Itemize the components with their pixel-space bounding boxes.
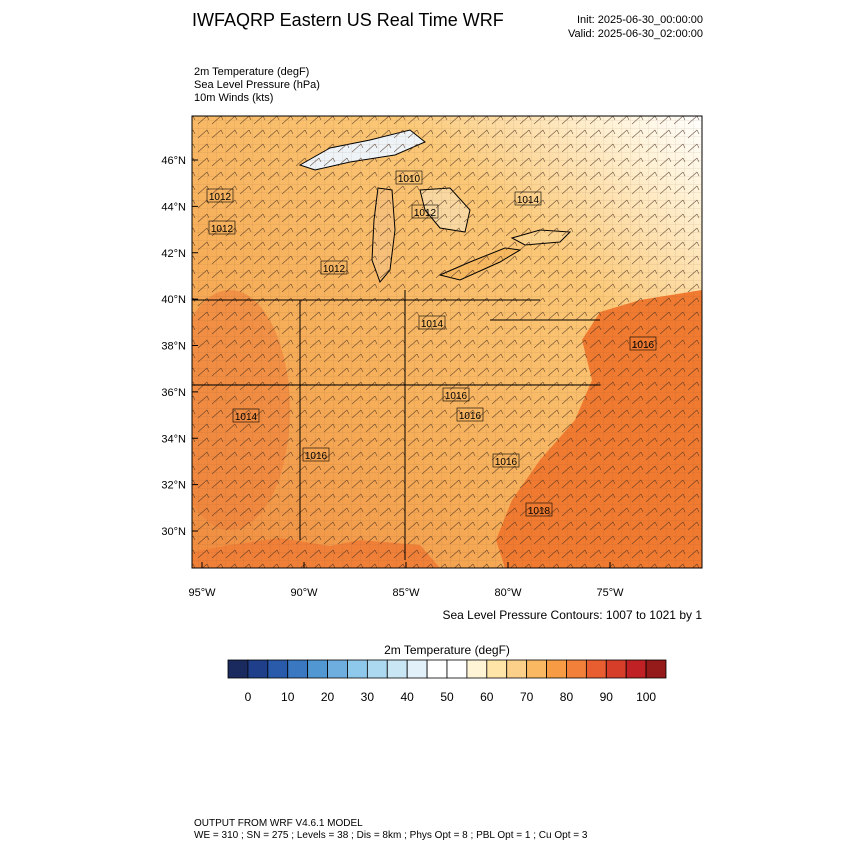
- contour-label: 1014: [421, 319, 444, 330]
- field-label: 2m Temperature (degF): [194, 66, 309, 78]
- map-axes: 30°N 32°N 34°N 36°N 38°N 40°N 42°N 44°N 46°N 95°W…: [161, 155, 624, 599]
- contour-label-box: [411, 204, 439, 219]
- init-time: Init: 2025-06-30_00:00:00: [577, 14, 703, 26]
- contour-label: 1018: [528, 506, 551, 517]
- lat-tick-label: 32°N: [161, 480, 186, 492]
- title: IWFAQRP Eastern US Real Time WRF: [192, 10, 504, 30]
- colorbar-tick-label: 90: [600, 690, 614, 704]
- colorbar-swatch: [506, 659, 528, 679]
- lat-tick-label: 36°N: [161, 387, 186, 399]
- contour-label: 1014: [517, 195, 540, 206]
- colorbar-swatch: [466, 659, 488, 679]
- contour-label: 1012: [209, 192, 232, 203]
- colorbar-tick-label: 30: [361, 690, 375, 704]
- colorbar-tick-label: 100: [636, 690, 656, 704]
- map-frame: [191, 115, 703, 569]
- colorbar-swatch: [406, 659, 428, 679]
- contour-label-box: [232, 408, 260, 423]
- contour-label: 1010: [398, 174, 421, 185]
- colorbar-tick-label: 50: [440, 690, 454, 704]
- contour-label-box: [456, 407, 484, 422]
- colorbar-swatch: [486, 659, 508, 679]
- colorbar-tick-label: 10: [281, 690, 295, 704]
- contour-label: 1012: [323, 264, 346, 275]
- state-lines: [192, 290, 600, 560]
- contour-label-box: [525, 502, 553, 517]
- colorbar-swatch: [347, 659, 368, 679]
- colorbar-swatch: [645, 659, 667, 679]
- footer-line: OUTPUT FROM WRF V4.6.1 MODEL: [194, 818, 363, 829]
- colorbar-swatch: [247, 659, 269, 679]
- contour-label-box: [418, 315, 446, 330]
- contour-label: 1016: [445, 391, 468, 402]
- colorbar-swatch: [605, 659, 627, 679]
- contour-label-box: [395, 170, 423, 185]
- contour-labels: 1012 1012 1012 1010 1012 1014 1014 1016 1016 1014…: [206, 170, 657, 517]
- colorbar-swatch: [566, 659, 587, 679]
- colorbar-swatch: [327, 659, 348, 679]
- contour-label-box: [320, 260, 348, 275]
- colorbar-swatch: [585, 659, 607, 679]
- colorbar-swatch: [546, 659, 567, 679]
- colorbar: 0 10 20 30 40 50 60 70 80 90 100: [227, 659, 667, 704]
- footer-line: WE = 310 ; SN = 275 ; Levels = 38 ; Dis …: [194, 830, 588, 841]
- contour-label: 1016: [632, 340, 655, 351]
- lon-tick-label: 85°W: [392, 587, 420, 599]
- contour-label-box: [514, 191, 542, 206]
- colorbar-swatch: [287, 659, 309, 679]
- lat-tick-label: 34°N: [161, 433, 186, 445]
- lat-tick-label: 38°N: [161, 341, 186, 353]
- lon-tick-label: 75°W: [596, 587, 624, 599]
- contour-label-box: [208, 220, 236, 235]
- contour-label: 1012: [211, 224, 234, 235]
- contour-label: 1016: [305, 451, 328, 462]
- colorbar-swatch: [526, 659, 547, 679]
- contour-label-box: [206, 188, 234, 203]
- colorbar-tick-label: 60: [480, 690, 494, 704]
- field-label: 10m Winds (kts): [194, 92, 273, 104]
- colorbar-swatch: [307, 659, 328, 679]
- colorbar-tick-label: 0: [245, 690, 252, 704]
- lon-tick-label: 95°W: [188, 587, 216, 599]
- colorbar-swatch: [386, 659, 408, 679]
- lat-tick-label: 46°N: [161, 155, 186, 167]
- colorbar-swatch: [267, 659, 289, 679]
- colorbar-tick-label: 40: [401, 690, 415, 704]
- lat-tick-label: 40°N: [161, 294, 186, 306]
- colorbar-swatch: [366, 659, 388, 679]
- valid-time: Valid: 2025-06-30_02:00:00: [568, 28, 703, 40]
- contour-note: Sea Level Pressure Contours: 1007 to 102…: [443, 608, 703, 622]
- contour-label: 1016: [495, 457, 518, 468]
- lon-tick-label: 80°W: [494, 587, 522, 599]
- contour-label-box: [629, 336, 657, 351]
- colorbar-swatch: [227, 659, 249, 679]
- lat-tick-label: 30°N: [161, 526, 186, 538]
- map-area: 1012 1012 1012 1010 1012 1014 1014 1016 1016 1014…: [192, 116, 702, 568]
- lat-tick-label: 42°N: [161, 248, 186, 260]
- contour-label-box: [442, 387, 470, 402]
- colorbar-title: 2m Temperature (degF): [384, 643, 510, 657]
- colorbar-tick-label: 70: [520, 690, 534, 704]
- colorbar-swatch: [446, 659, 468, 679]
- colorbar-tick-label: 80: [560, 690, 574, 704]
- lon-tick-label: 90°W: [290, 587, 318, 599]
- contour-label-box: [302, 447, 330, 462]
- colorbar-swatch: [625, 659, 647, 679]
- field-label: Sea Level Pressure (hPa): [194, 79, 320, 91]
- colorbar-swatch: [426, 659, 448, 679]
- contour-label: 1016: [459, 411, 482, 422]
- contour-label-box: [492, 453, 520, 468]
- contour-label: 1012: [414, 208, 437, 219]
- colorbar-tick-label: 20: [321, 690, 335, 704]
- contour-label: 1014: [235, 412, 258, 423]
- lat-tick-label: 44°N: [161, 201, 186, 213]
- wind-barbs: [192, 116, 702, 568]
